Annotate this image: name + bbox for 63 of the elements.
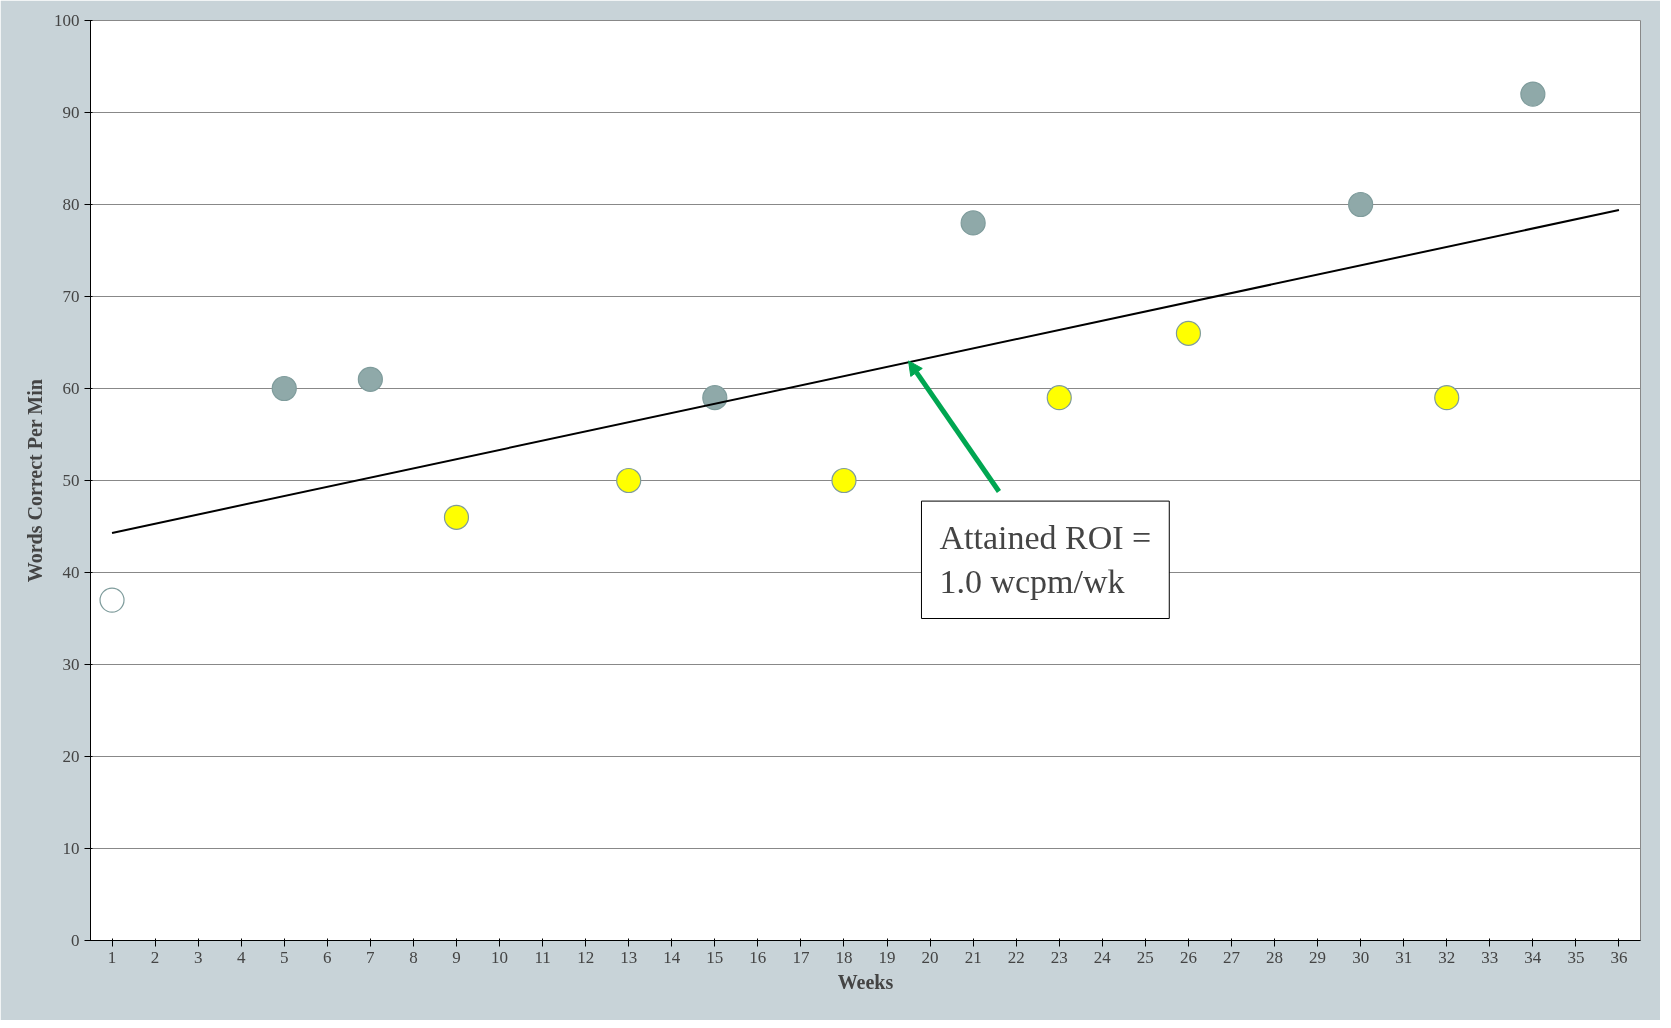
x-tick-label: 28 [1266,947,1284,967]
x-tick-label: 36 [1610,947,1628,967]
point [271,375,297,402]
x-tick-label: 12 [577,947,595,967]
point [1046,385,1072,411]
y-tick-label: 0 [71,931,80,950]
x-tick-label: 16 [749,947,767,967]
x-tick-label: 7 [366,947,376,967]
x-tick-label: 14 [663,947,681,967]
x-tick-label: 3 [193,947,203,967]
x-tick-label: 19 [878,947,896,967]
x-tick-label: 18 [835,947,853,967]
x-tick-label: 20 [921,947,939,967]
point [702,385,728,411]
point [831,467,857,494]
y-tick-label: 50 [62,471,80,490]
y-tick-label: 20 [62,747,80,766]
x-axis-title: Weeks [837,970,894,993]
x-tick-label: 11 [534,947,551,967]
point [1175,320,1202,346]
x-tick-label: 10 [491,947,509,967]
x-tick-label: 5 [280,947,289,967]
point [616,467,642,494]
point [1348,191,1374,218]
y-axis-title: Words Correct Per Min [24,379,46,583]
x-tick-label: 9 [452,947,461,967]
x-tick-label: 6 [323,947,332,967]
x-tick-label: 26 [1179,947,1197,967]
y-tick-label: 10 [62,839,80,858]
x-tick-label: 2 [150,947,160,967]
x-tick-label: 15 [706,947,724,967]
point [1520,81,1546,107]
y-tick-label: 90 [62,103,80,122]
y-tick-label: 40 [62,563,80,582]
point [99,587,125,613]
x-tick-label: 4 [236,947,246,967]
annotation: Attained ROI = 1.0 wcpm/wk [939,519,1152,601]
y-tick-label: 70 [62,287,80,306]
point [443,504,470,530]
point [960,210,986,236]
x-tick-label: 13 [620,947,638,967]
x-tick-label: 27 [1222,947,1241,967]
x-tick-label: 17 [792,947,810,967]
x-tick-label: 30 [1352,947,1370,967]
x-tick-label: 22 [1007,947,1025,967]
x-tick-label: 32 [1438,947,1456,967]
y-tick-label: 60 [62,379,80,398]
x-tick-label: 34 [1524,947,1542,967]
x-tick-label: 21 [964,947,982,967]
x-tick-label: 25 [1136,947,1154,967]
point [357,366,383,392]
x-tick-label: 35 [1567,947,1585,967]
x-tick-label: 33 [1481,947,1499,967]
y-tick-label: 100 [54,11,80,30]
x-tick-label: 24 [1093,947,1112,967]
x-tick-label: 1 [107,947,117,967]
x-tick-label: 23 [1050,947,1068,967]
x-tick-label: 8 [409,947,418,967]
x-tick-label: 31 [1395,947,1413,967]
point [1434,385,1460,411]
y-tick-label: 80 [62,195,80,214]
x-tick-label: 29 [1309,947,1327,967]
y-tick-label: 30 [62,655,80,674]
